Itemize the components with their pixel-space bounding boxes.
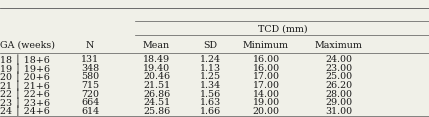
- Text: 720: 720: [81, 90, 99, 99]
- Text: 17.00: 17.00: [253, 73, 279, 81]
- Text: 1.66: 1.66: [199, 107, 221, 116]
- Text: Minimum: Minimum: [243, 41, 289, 49]
- Text: 24 │ 24+6: 24 │ 24+6: [0, 106, 50, 117]
- Text: TCD (mm): TCD (mm): [258, 24, 308, 33]
- Text: 19.40: 19.40: [143, 64, 170, 73]
- Text: Maximum: Maximum: [315, 41, 363, 49]
- Text: 1.13: 1.13: [199, 64, 221, 73]
- Text: 29.00: 29.00: [325, 98, 353, 107]
- Text: 25.86: 25.86: [143, 107, 170, 116]
- Text: 23.00: 23.00: [325, 64, 353, 73]
- Text: 24.00: 24.00: [326, 55, 352, 64]
- Text: 26.20: 26.20: [325, 81, 353, 90]
- Text: 22 │ 22+6: 22 │ 22+6: [0, 89, 50, 99]
- Text: 31.00: 31.00: [325, 107, 353, 116]
- Text: Mean: Mean: [143, 41, 170, 49]
- Text: 580: 580: [81, 73, 99, 81]
- Text: 348: 348: [81, 64, 99, 73]
- Text: 19 │ 19+6: 19 │ 19+6: [0, 63, 50, 74]
- Text: SD: SD: [203, 41, 217, 49]
- Text: 20 │ 20+6: 20 │ 20+6: [0, 72, 50, 82]
- Text: 28.00: 28.00: [326, 90, 352, 99]
- Text: 614: 614: [81, 107, 99, 116]
- Text: 23 │ 23+6: 23 │ 23+6: [0, 97, 50, 108]
- Text: 1.24: 1.24: [200, 55, 221, 64]
- Text: 21.51: 21.51: [143, 81, 170, 90]
- Text: GA (weeks): GA (weeks): [0, 41, 55, 49]
- Text: 20.00: 20.00: [253, 107, 279, 116]
- Text: 1.25: 1.25: [199, 73, 221, 81]
- Text: 19.00: 19.00: [252, 98, 280, 107]
- Text: 18 │ 18+6: 18 │ 18+6: [0, 55, 50, 65]
- Text: 1.34: 1.34: [199, 81, 221, 90]
- Text: 20.46: 20.46: [143, 73, 170, 81]
- Text: 16.00: 16.00: [252, 64, 280, 73]
- Text: 21 │ 21+6: 21 │ 21+6: [0, 80, 50, 91]
- Text: N: N: [86, 41, 94, 49]
- Text: 24.51: 24.51: [143, 98, 170, 107]
- Text: 131: 131: [81, 55, 99, 64]
- Text: 18.49: 18.49: [143, 55, 170, 64]
- Text: 17.00: 17.00: [253, 81, 279, 90]
- Text: 715: 715: [81, 81, 99, 90]
- Text: 1.63: 1.63: [199, 98, 221, 107]
- Text: 664: 664: [81, 98, 99, 107]
- Text: 25.00: 25.00: [325, 73, 353, 81]
- Text: 14.00: 14.00: [253, 90, 279, 99]
- Text: 16.00: 16.00: [252, 55, 280, 64]
- Text: 26.86: 26.86: [143, 90, 170, 99]
- Text: 1.56: 1.56: [199, 90, 221, 99]
